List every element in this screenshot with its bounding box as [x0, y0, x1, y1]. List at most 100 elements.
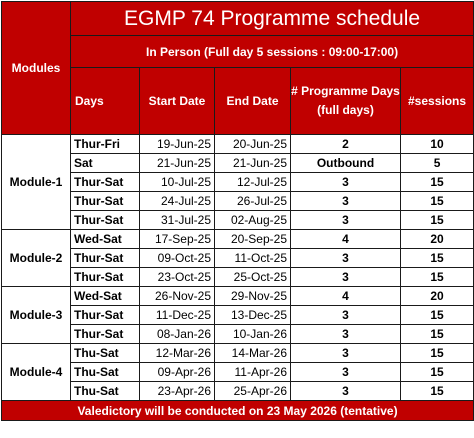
days-cell: Thur-Sat	[70, 248, 140, 268]
table-row: Thur-Sat 09-Oct-25 11-Oct-25 3 15	[2, 248, 474, 268]
days-cell: Thu-Sat	[70, 343, 140, 363]
modules-header: Modules	[1, 1, 71, 135]
start-date-cell: 19-Jun-25	[139, 134, 215, 154]
days-cell: Thur-Sat	[70, 172, 140, 192]
column-header-row: Days Start Date End Date # Programme Day…	[2, 67, 474, 135]
start-date-cell: 24-Jul-25	[139, 191, 215, 211]
end-date-cell: 29-Nov-25	[214, 286, 291, 306]
days-cell: Thur-Sat	[70, 267, 140, 287]
programme-schedule-table: Modules EGMP 74 Programme schedule In Pe…	[0, 1, 474, 421]
end-date-cell: 25-Apr-26	[214, 381, 291, 401]
start-date-cell: 23-Oct-25	[139, 267, 215, 287]
programme-days-cell: 3	[290, 210, 401, 230]
sessions-cell: 15	[399, 381, 474, 401]
table-row: Thur-Sat 24-Jul-25 26-Jul-25 3 15	[2, 191, 474, 211]
start-date-cell: 09-Apr-26	[139, 362, 215, 382]
days-header: Days	[70, 67, 140, 135]
start-date-cell: 17-Sep-25	[139, 229, 215, 249]
days-cell: Wed-Sat	[70, 286, 140, 306]
table-row: Thur-Sat 23-Oct-25 25-Oct-25 3 15	[2, 267, 474, 287]
table-row: Module-4 Thu-Sat 12-Mar-26 14-Mar-26 3 15	[1, 343, 474, 401]
end-date-cell: 10-Jan-26	[214, 324, 291, 344]
start-date-cell: 08-Jan-26	[139, 324, 215, 344]
end-date-cell: 20-Sep-25	[214, 229, 291, 249]
table-row: Module-3 Wed-Sat 26-Nov-25 29-Nov-25 4 20	[1, 286, 474, 344]
programme-days-cell: Outbound	[290, 153, 401, 173]
table-row: Module-1 Thur-Fri 19-Jun-25 20-Jun-25 2 10	[1, 134, 474, 230]
end-date-cell: 14-Mar-26	[214, 343, 291, 363]
title-row: Modules EGMP 74 Programme schedule	[1, 1, 474, 135]
programme-days-cell: 3	[290, 172, 401, 192]
days-cell: Thu-Sat	[70, 381, 140, 401]
start-date-cell: 10-Jul-25	[139, 172, 215, 192]
table-row: Thur-Sat 08-Jan-26 10-Jan-26 3 15	[2, 324, 474, 344]
table-row: Thur-Sat 31-Jul-25 02-Aug-25 3 15	[2, 210, 474, 230]
end-date-cell: 26-Jul-25	[214, 191, 291, 211]
table-row: Sat 21-Jun-25 21-Jun-25 Outbound 5	[2, 153, 474, 173]
programme-days-cell: 3	[290, 248, 401, 268]
footer-row: Valedictory will be conducted on 23 May …	[0, 400, 474, 421]
start-date-cell: 09-Oct-25	[139, 248, 215, 268]
sessions-cell: 10	[399, 134, 474, 154]
programme-days-cell: 4	[290, 229, 401, 249]
programme-days-header: # Programme Days (full days)	[290, 67, 401, 135]
sessions-cell: 15	[399, 362, 474, 382]
end-date-cell: 20-Jun-25	[214, 134, 291, 154]
days-cell: Thu-Sat	[70, 362, 140, 382]
sessions-cell: 20	[399, 229, 474, 249]
sessions-cell: 15	[399, 267, 474, 287]
schedule-subtitle: In Person (Full day 5 sessions : 09:00-1…	[69, 35, 474, 68]
days-cell: Thur-Sat	[70, 305, 140, 325]
end-date-cell: 11-Oct-25	[214, 248, 291, 268]
start-date-cell: 12-Mar-26	[139, 343, 215, 363]
end-date-cell: 02-Aug-25	[214, 210, 291, 230]
programme-days-cell: 2	[290, 134, 401, 154]
start-date-cell: 23-Apr-26	[139, 381, 215, 401]
table-row: Thur-Sat 10-Jul-25 12-Jul-25 3 15	[2, 172, 474, 192]
programme-days-cell: 3	[290, 267, 401, 287]
sessions-cell: 15	[399, 248, 474, 268]
end-date-header: End Date	[214, 67, 291, 135]
end-date-cell: 12-Jul-25	[214, 172, 291, 192]
table-row: Thu-Sat 23-Apr-26 25-Apr-26 3 15	[2, 381, 474, 401]
sessions-cell: 15	[399, 305, 474, 325]
sessions-cell: 15	[399, 172, 474, 192]
programme-days-cell: 3	[290, 191, 401, 211]
programme-days-cell: 3	[290, 305, 401, 325]
start-date-cell: 31-Jul-25	[139, 210, 215, 230]
programme-days-cell: 4	[290, 286, 401, 306]
sessions-cell: 5	[399, 153, 474, 173]
valedictory-note: Valedictory will be conducted on 23 May …	[0, 400, 474, 421]
days-cell: Thur-Sat	[70, 324, 140, 344]
subtitle-row: In Person (Full day 5 sessions : 09:00-1…	[2, 35, 474, 68]
programme-days-cell: 3	[290, 324, 401, 344]
module-name: Module-1	[1, 134, 71, 230]
programme-days-cell: 3	[290, 381, 401, 401]
module-name: Module-4	[1, 343, 71, 401]
days-cell: Wed-Sat	[70, 229, 140, 249]
table-row: Thu-Sat 09-Apr-26 11-Apr-26 3 15	[2, 362, 474, 382]
module-name: Module-2	[1, 229, 71, 287]
sessions-cell: 15	[399, 343, 474, 363]
programme-days-cell: 3	[290, 343, 401, 363]
days-cell: Thur-Sat	[70, 191, 140, 211]
end-date-cell: 11-Apr-26	[214, 362, 291, 382]
module-name: Module-3	[1, 286, 71, 344]
start-date-cell: 21-Jun-25	[139, 153, 215, 173]
start-date-cell: 26-Nov-25	[139, 286, 215, 306]
start-date-cell: 11-Dec-25	[139, 305, 215, 325]
table-row: Module-2 Wed-Sat 17-Sep-25 20-Sep-25 4 20	[1, 229, 474, 287]
end-date-cell: 25-Oct-25	[214, 267, 291, 287]
end-date-cell: 21-Jun-25	[214, 153, 291, 173]
programme-days-cell: 3	[290, 362, 401, 382]
table-row: Thur-Sat 11-Dec-25 13-Dec-25 3 15	[2, 305, 474, 325]
days-cell: Thur-Sat	[70, 210, 140, 230]
sessions-cell: 15	[399, 210, 474, 230]
schedule-title: EGMP 74 Programme schedule	[69, 1, 474, 36]
sessions-cell: 20	[399, 286, 474, 306]
sessions-header: #sessions	[399, 67, 474, 135]
sessions-cell: 15	[399, 191, 474, 211]
days-cell: Sat	[70, 153, 140, 173]
sessions-cell: 15	[399, 324, 474, 344]
days-cell: Thur-Fri	[70, 134, 140, 154]
